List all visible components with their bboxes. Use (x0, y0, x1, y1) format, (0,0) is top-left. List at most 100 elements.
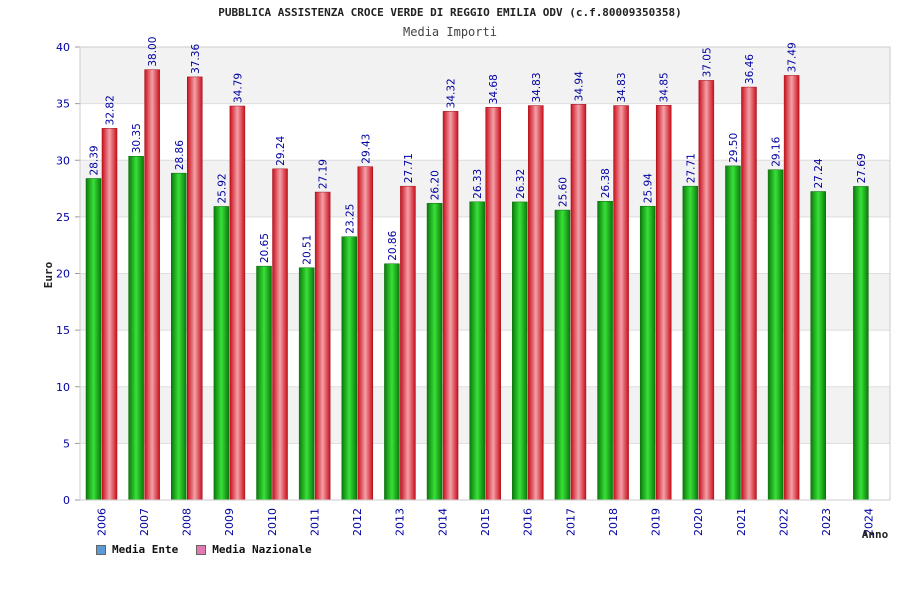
legend-item-media-nazionale: Media Nazionale (196, 543, 312, 556)
y-tick-label: 25 (56, 211, 70, 224)
data-label: 26.33 (472, 169, 484, 199)
y-tick-label: 10 (56, 381, 70, 394)
bar-media-ente-2020 (682, 185, 699, 501)
data-label: 26.38 (600, 168, 612, 198)
bar-media-ente-2023 (810, 191, 826, 501)
data-label: 29.50 (728, 133, 740, 163)
bar-media-ente-2010 (256, 265, 272, 501)
bar-media-ente-2014 (426, 203, 443, 501)
bar-media-ente-2018 (597, 200, 613, 501)
y-tick-label: 40 (56, 41, 70, 54)
legend-swatch-media-nazionale (196, 544, 207, 555)
x-tick-label: 2015 (479, 508, 492, 536)
bar-media-nazionale-2013 (400, 185, 416, 501)
data-label: 30.35 (131, 123, 143, 153)
chart-subtitle: Media Importi (403, 25, 497, 39)
data-label: 34.32 (446, 78, 458, 108)
bar-media-nazionale-2012 (357, 166, 374, 501)
data-label: 23.25 (344, 204, 356, 234)
bar-media-nazionale-2015 (485, 106, 501, 501)
data-label: 38.00 (147, 37, 159, 67)
bar-media-nazionale-2007 (144, 69, 160, 501)
x-tick-label: 2017 (564, 508, 577, 536)
chart-title: PUBBLICA ASSISTENZA CROCE VERDE DI REGGI… (218, 6, 682, 19)
y-tick-label: 15 (56, 324, 70, 337)
y-tick-label: 20 (56, 268, 70, 281)
bar-media-nazionale-2022 (783, 75, 800, 501)
bar-media-nazionale-2011 (314, 191, 331, 501)
data-label: 27.19 (318, 159, 330, 189)
data-label: 29.16 (771, 136, 783, 166)
bar-media-nazionale-2008 (187, 76, 203, 501)
bar-media-nazionale-2020 (698, 80, 715, 501)
legend-label-media-ente: Media Ente (112, 543, 179, 556)
data-label: 36.46 (744, 54, 756, 84)
data-label: 25.60 (557, 177, 569, 207)
y-tick-label: 5 (63, 437, 70, 450)
data-label: 26.20 (430, 170, 442, 200)
data-label: 20.51 (302, 235, 314, 265)
x-axis-label: Anno (862, 528, 889, 541)
data-label: 34.85 (659, 72, 671, 102)
x-tick-label: 2006 (95, 508, 108, 536)
x-tick-label: 2016 (522, 508, 535, 536)
data-label: 20.65 (259, 233, 271, 263)
data-label: 28.39 (89, 145, 101, 175)
x-tick-label: 2021 (735, 508, 748, 536)
data-label: 28.86 (174, 140, 186, 170)
bar-media-ente-2009 (213, 206, 230, 501)
bar-media-nazionale-2019 (655, 105, 672, 501)
data-label: 34.68 (488, 74, 500, 104)
x-tick-label: 2007 (138, 508, 151, 536)
bar-media-nazionale-2016 (528, 105, 544, 501)
legend-item-media-ente: Media Ente (96, 543, 178, 556)
y-tick-label: 30 (56, 154, 70, 167)
data-label: 34.94 (573, 71, 585, 101)
bar-media-nazionale-2021 (741, 86, 757, 501)
y-tick-label: 35 (56, 98, 70, 111)
data-label: 27.69 (856, 153, 868, 183)
bar-media-ente-2022 (767, 169, 784, 501)
bar-media-ente-2021 (725, 165, 741, 501)
bar-media-nazionale-2014 (442, 111, 459, 501)
bar-media-ente-2012 (341, 236, 358, 501)
data-label: 27.71 (403, 153, 415, 183)
data-label: 32.82 (105, 95, 117, 125)
data-label: 25.92 (216, 173, 228, 203)
x-tick-label: 2010 (266, 508, 279, 536)
bar-media-ente-2024 (853, 186, 869, 501)
bar-media-ente-2013 (384, 263, 400, 501)
x-tick-label: 2014 (436, 508, 449, 536)
data-label: 34.83 (616, 72, 628, 102)
bar-media-nazionale-2018 (613, 105, 629, 501)
bar-media-ente-2017 (554, 209, 571, 501)
x-tick-label: 2009 (223, 508, 236, 536)
y-axis-label: Euro (42, 261, 55, 288)
x-tick-label: 2023 (820, 508, 833, 536)
x-tick-label: 2020 (692, 508, 705, 536)
data-label: 27.71 (685, 153, 697, 183)
bar-media-nazionale-2006 (101, 128, 118, 501)
bar-media-ente-2016 (512, 201, 528, 501)
data-label: 29.24 (275, 135, 287, 165)
data-label: 27.24 (813, 158, 825, 188)
y-tick-label: 0 (63, 494, 70, 507)
data-label: 29.43 (360, 134, 372, 164)
bar-media-ente-2015 (469, 201, 485, 501)
data-label: 34.83 (531, 72, 543, 102)
legend: Media Ente Media Nazionale (96, 543, 312, 556)
bar-media-nazionale-2009 (229, 105, 246, 501)
x-tick-label: 2019 (650, 508, 663, 536)
bar-media-nazionale-2017 (570, 104, 587, 501)
data-label: 25.94 (643, 173, 655, 203)
bar-media-ente-2008 (171, 172, 187, 501)
legend-swatch-media-ente (96, 544, 106, 555)
bar-media-ente-2007 (128, 156, 144, 501)
bar-media-ente-2011 (298, 267, 315, 501)
x-tick-label: 2008 (181, 508, 194, 536)
x-tick-label: 2012 (351, 508, 364, 536)
legend-label-media-nazionale: Media Nazionale (212, 543, 312, 556)
x-tick-label: 2022 (777, 508, 790, 536)
x-tick-label: 2011 (308, 508, 321, 536)
